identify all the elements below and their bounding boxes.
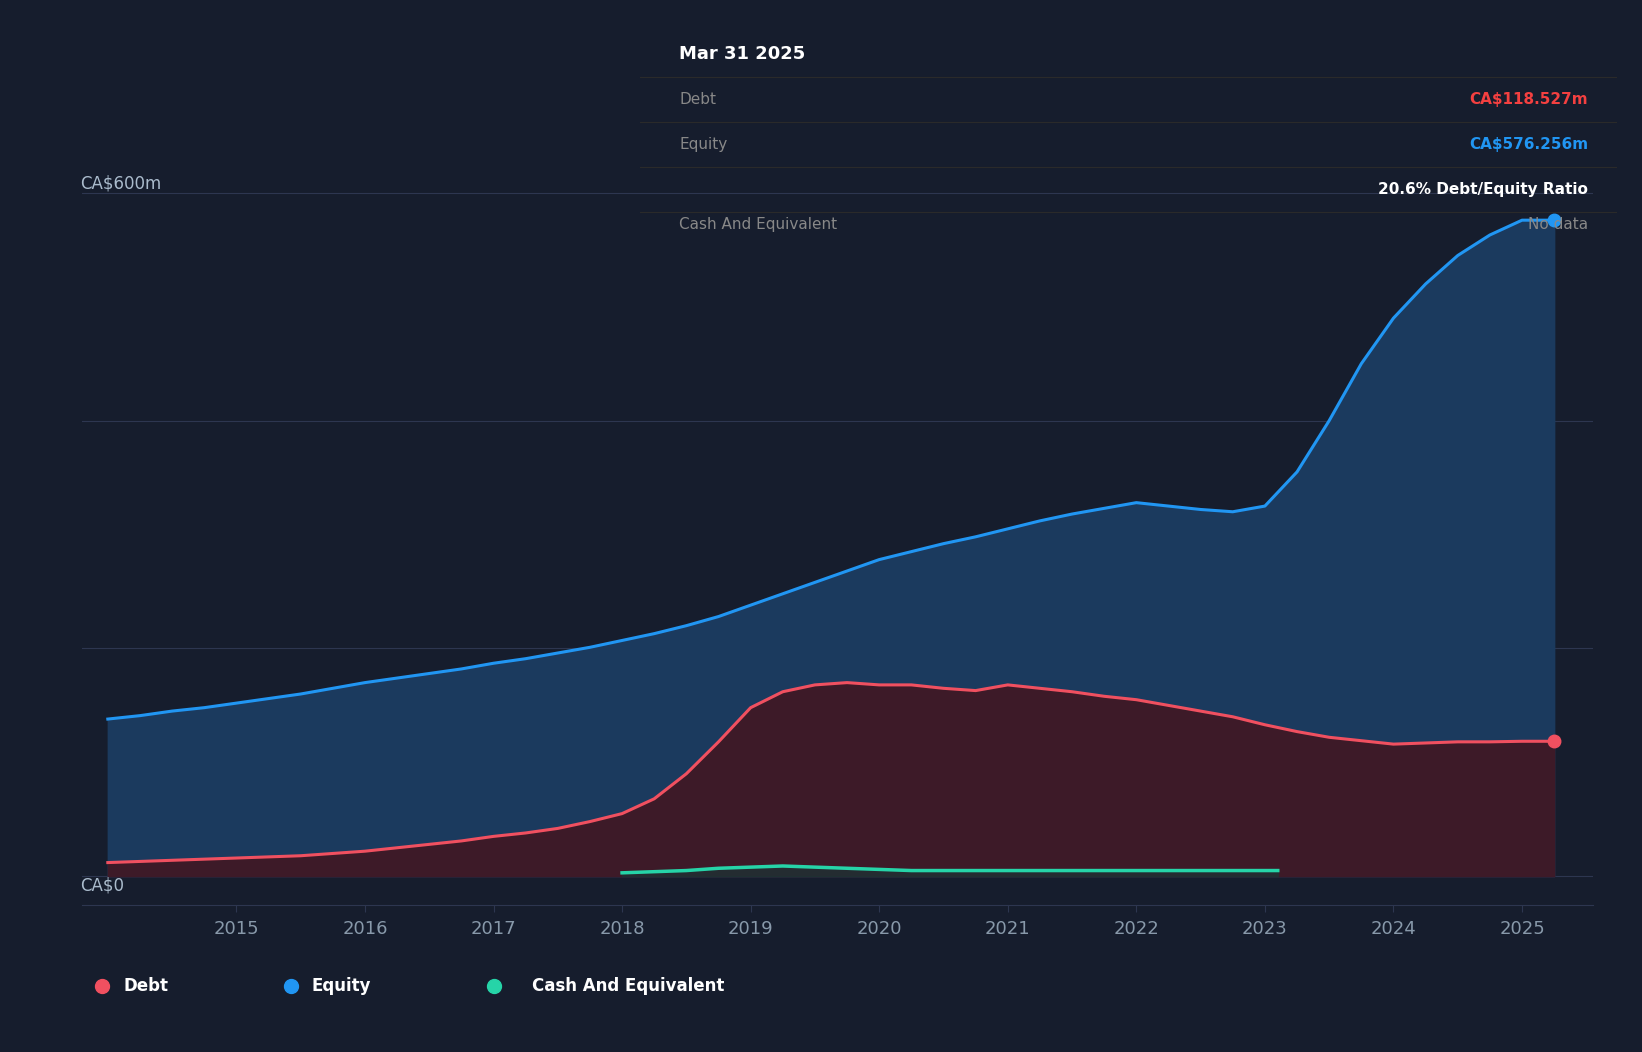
Text: CA$0: CA$0 (80, 876, 125, 894)
Text: Equity: Equity (312, 977, 371, 995)
Text: Mar 31 2025: Mar 31 2025 (680, 45, 806, 63)
Text: No data: No data (1529, 217, 1588, 231)
Text: Cash And Equivalent: Cash And Equivalent (680, 217, 837, 231)
Text: 20.6% Debt/Equity Ratio: 20.6% Debt/Equity Ratio (1378, 182, 1588, 197)
Text: Debt: Debt (680, 92, 716, 106)
Text: CA$118.527m: CA$118.527m (1470, 92, 1588, 106)
Text: CA$576.256m: CA$576.256m (1470, 137, 1588, 151)
Text: Debt: Debt (123, 977, 167, 995)
Text: Equity: Equity (680, 137, 727, 151)
Text: Cash And Equivalent: Cash And Equivalent (532, 977, 724, 995)
Text: CA$600m: CA$600m (80, 175, 163, 193)
